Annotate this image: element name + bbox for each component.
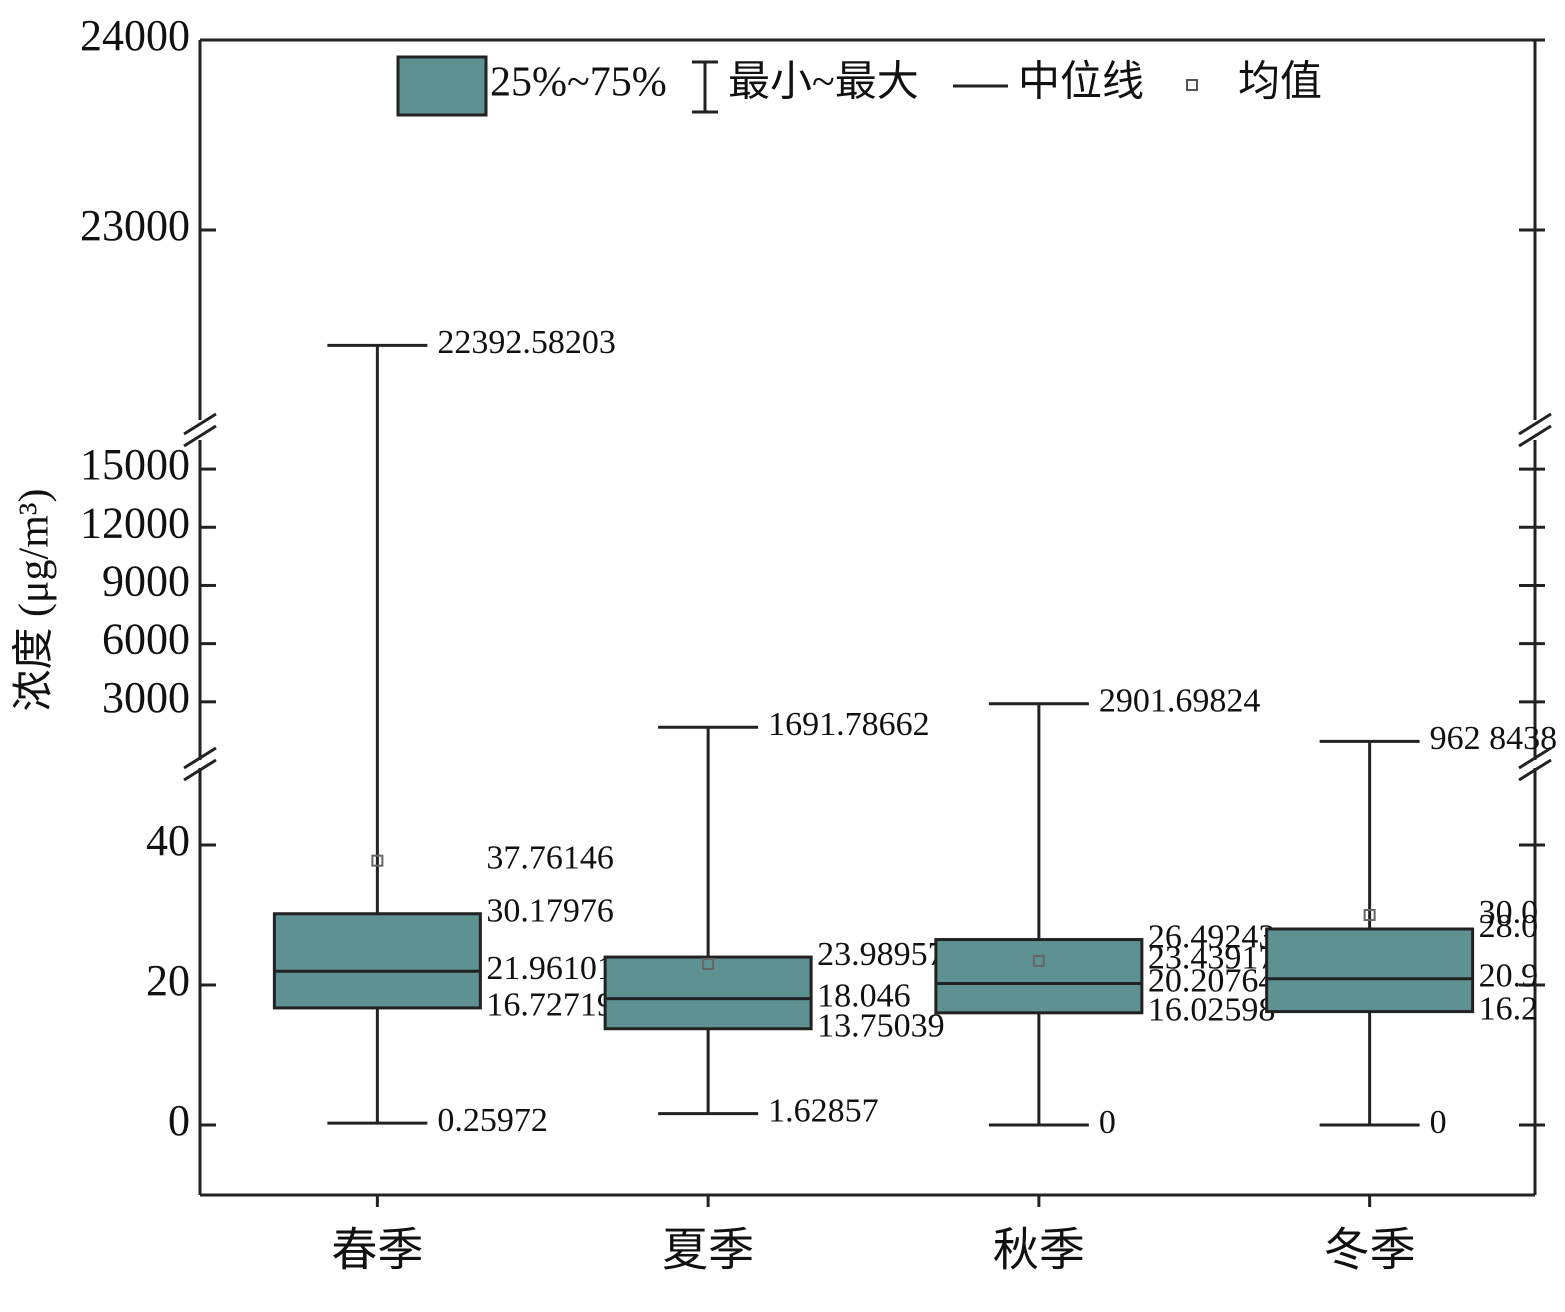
axis-break (183, 412, 217, 436)
legend-label: 最小~最大 (728, 60, 919, 106)
value-label: 13.75039 (817, 1008, 945, 1045)
value-label: 20.20764 (1148, 962, 1276, 999)
value-label: 30.0 (1479, 894, 1539, 931)
box (603, 955, 813, 1031)
value-label: 23.43917 (1148, 940, 1276, 977)
value-label: 2901.69824 (1099, 683, 1261, 720)
value-label: 0 (1099, 1104, 1116, 1141)
legend-mean (1186, 79, 1198, 91)
axis-break (183, 424, 217, 448)
y-tick-label: 6000 (102, 615, 190, 664)
legend-label: 中位线 (1018, 59, 1144, 106)
y-tick-label: 3000 (102, 673, 190, 722)
x-tick-label: 冬季 (1324, 1223, 1416, 1277)
x-tick-label: 秋季 (993, 1223, 1085, 1277)
y-axis-label: 浓度 (μg/m³) (12, 489, 58, 712)
mean-marker (371, 854, 384, 867)
y-tick-label: 15000 (80, 440, 190, 489)
box (272, 912, 482, 1010)
axis-break (1518, 424, 1552, 448)
legend-box-swatch (396, 55, 488, 117)
value-label: 21.96101 (486, 950, 614, 987)
y-tick-label: 24000 (80, 11, 190, 60)
value-label: 28.0 (1479, 908, 1539, 945)
axis-break (1518, 412, 1552, 436)
axis-break (1518, 746, 1552, 770)
axis-break (183, 746, 217, 770)
y-tick-label: 40 (146, 816, 190, 865)
value-label: 0 (1430, 1104, 1447, 1141)
value-label: 16.72719 (486, 987, 614, 1024)
value-label: 26.49243 (1148, 918, 1276, 955)
legend-label: 均值 (1238, 60, 1322, 106)
value-label: 20.9 (1479, 957, 1539, 994)
value-label: 962 8438 (1430, 720, 1558, 757)
axis-break (183, 758, 217, 782)
value-label: 16.02598 (1148, 992, 1276, 1029)
value-label: 1691.78662 (768, 706, 930, 743)
box (934, 938, 1144, 1015)
x-tick-label: 夏季 (662, 1223, 754, 1277)
value-label: 30.17976 (486, 893, 614, 930)
y-tick-label: 20 (146, 956, 190, 1005)
value-label: 22392.58203 (437, 324, 616, 361)
axis-break (1518, 758, 1552, 782)
legend-label: 25%~75% (490, 60, 667, 106)
value-label: 18.046 (817, 977, 911, 1014)
mean-marker (1363, 909, 1376, 921)
value-label: 16.2 (1479, 990, 1539, 1027)
x-tick-label: 春季 (331, 1223, 423, 1277)
mean-marker (1032, 954, 1045, 967)
y-tick-label: 23000 (80, 201, 190, 250)
box (1265, 927, 1475, 1014)
value-label: 1.62857 (768, 1092, 879, 1129)
y-tick-label: 9000 (102, 557, 190, 606)
y-tick-label: 0 (168, 1096, 190, 1145)
value-label: 23.98957 (817, 936, 945, 973)
y-tick-label: 12000 (80, 498, 190, 547)
value-label: 37.76146 (486, 839, 614, 876)
mean-marker (702, 958, 715, 970)
value-label: 0.25972 (437, 1102, 548, 1139)
